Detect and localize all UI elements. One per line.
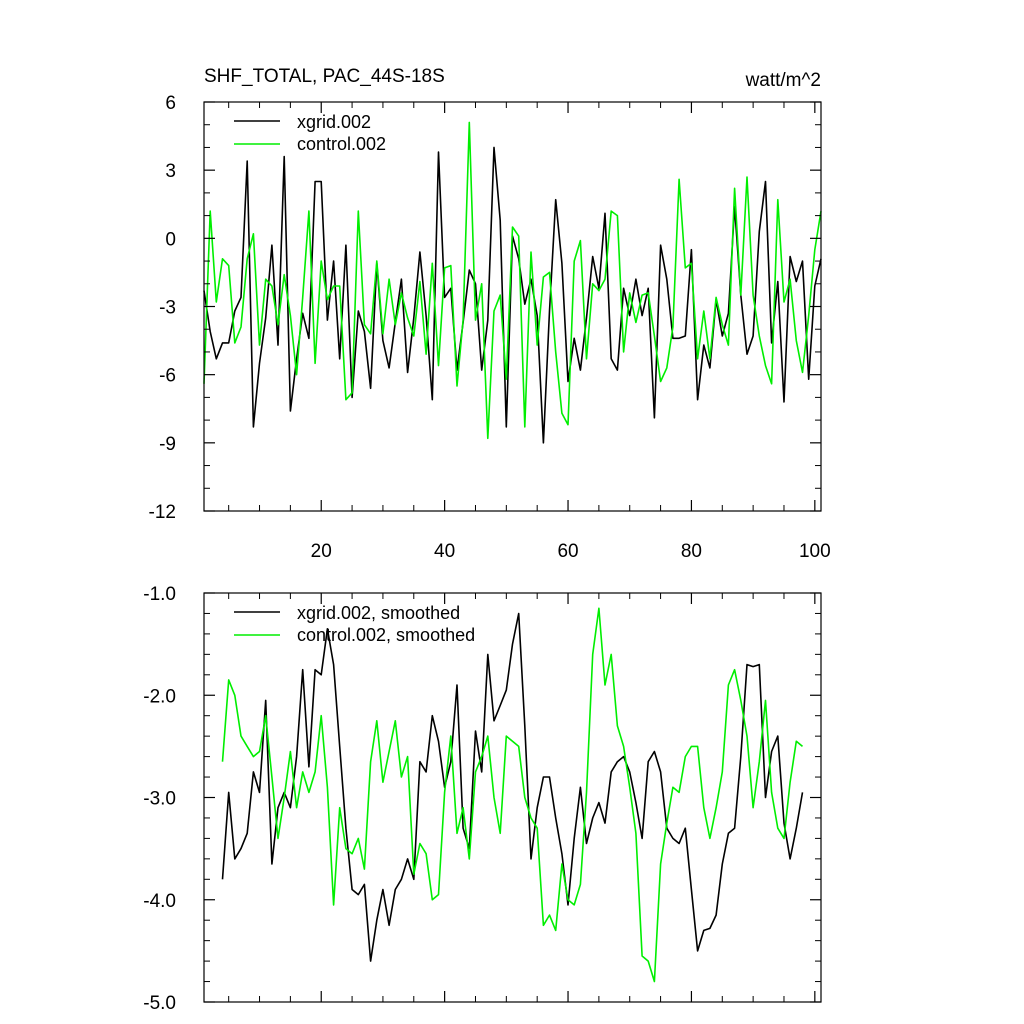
bottom-legend: xgrid.002, smoothed control.002, smoothe… <box>234 603 475 645</box>
y-tick-label: 6 <box>165 93 176 114</box>
top-legend: xgrid.002 control.002 <box>234 112 386 154</box>
x-tick-label: 20 <box>311 541 332 562</box>
legend-label-xgrid: xgrid.002 <box>297 112 371 132</box>
top-panel: -12 -9 -6 -3 0 3 6 20 40 60 80 100 <box>149 93 831 562</box>
y-tick-label: -3.0 <box>143 789 176 810</box>
y-tick-label: -3 <box>159 298 176 319</box>
x-tick-label: 80 <box>681 541 702 562</box>
series-line-1 <box>203 121 822 440</box>
y-tick-label: -2.0 <box>143 686 176 707</box>
legend-label-xgrid-smoothed: xgrid.002, smoothed <box>297 603 460 623</box>
plot-frame <box>203 592 822 1003</box>
legend-label-control: control.002 <box>297 134 386 154</box>
x-tick-label: 100 <box>799 541 831 562</box>
series-line-0 <box>203 146 822 444</box>
y-tick-label: -12 <box>149 502 176 523</box>
series-line-0 <box>221 612 804 962</box>
x-tick-label: 60 <box>557 541 578 562</box>
bottom-panel: -5.0 -4.0 -3.0 -2.0 -1.0 <box>143 584 822 1014</box>
units-label: watt/m^2 <box>745 70 821 91</box>
y-tick-label: 3 <box>165 161 176 182</box>
y-tick-label: -9 <box>159 434 176 455</box>
y-tick-label: -1.0 <box>143 584 176 605</box>
y-tick-label: -4.0 <box>143 891 176 912</box>
x-tick-label: 40 <box>434 541 455 562</box>
legend-label-control-smoothed: control.002, smoothed <box>297 625 475 645</box>
chart-title: SHF_TOTAL, PAC_44S-18S <box>204 66 445 87</box>
y-tick-label: 0 <box>165 229 176 250</box>
series-line-1 <box>221 607 804 983</box>
y-tick-label: -5.0 <box>143 993 176 1014</box>
y-tick-label: -6 <box>159 366 176 387</box>
